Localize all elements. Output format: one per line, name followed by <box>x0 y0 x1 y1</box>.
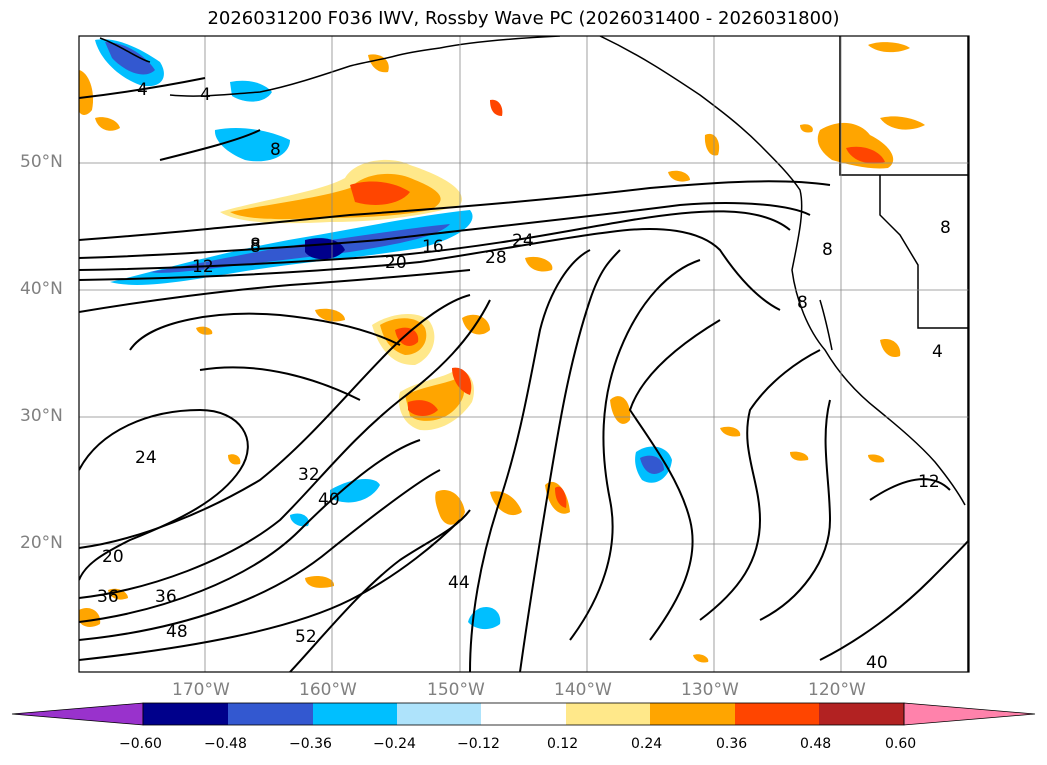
contour-label: 40 <box>866 653 888 673</box>
gridlines <box>79 36 969 672</box>
contour-label: 40 <box>318 490 340 510</box>
contour-label: 4 <box>932 342 943 362</box>
contour-label: 12 <box>192 257 214 277</box>
colorbar-bin <box>735 703 819 725</box>
contour-label: 24 <box>135 448 157 468</box>
map-plot-area: 4 4 8 8 12 8 16 20 24 28 8 8 8 4 24 32 4… <box>79 36 969 673</box>
contour-label: 8 <box>797 293 808 313</box>
colorbar-tick: −0.60 <box>119 736 162 752</box>
contour-label: 4 <box>200 85 211 105</box>
lat-label: 20°N <box>20 533 63 553</box>
colorbar-bin <box>228 703 313 725</box>
colorbar-tick: −0.48 <box>204 736 247 752</box>
contour-label: 20 <box>385 253 407 273</box>
colorbar-tick: 0.24 <box>631 736 663 752</box>
colorbar-frame <box>142 702 905 726</box>
contour-label: 24 <box>512 231 534 251</box>
contour-label: 4 <box>137 80 148 100</box>
contour-label: 52 <box>295 627 317 647</box>
lon-label: 140°W <box>554 680 612 700</box>
contour-label: 12 <box>918 472 940 492</box>
anomaly-fills <box>79 39 925 663</box>
lon-label: 150°W <box>427 680 485 700</box>
contour-label: 36 <box>97 587 119 607</box>
iwv-contours <box>79 77 969 672</box>
colorbar-tick: 0.36 <box>716 736 748 752</box>
colorbar-tick: 0.48 <box>800 736 832 752</box>
contour-label: 8 <box>250 237 261 257</box>
colorbar-tick: −0.36 <box>289 736 332 752</box>
colorbar-bin <box>313 703 397 725</box>
lon-label: 120°W <box>808 680 866 700</box>
lat-label: 50°N <box>20 152 63 172</box>
contour-label: 36 <box>155 587 177 607</box>
contour-label: 8 <box>822 240 833 260</box>
colorbar-tick: −0.12 <box>457 736 500 752</box>
colorbar-bin <box>143 703 228 725</box>
colorbar-bin <box>566 703 650 725</box>
lon-label: 160°W <box>299 680 357 700</box>
lon-label: 170°W <box>172 680 230 700</box>
contour-label: 20 <box>102 547 124 567</box>
lat-label: 30°N <box>20 406 63 426</box>
colorbar-tick: 0.60 <box>885 736 917 752</box>
colorbar <box>11 702 1036 726</box>
contour-label: 28 <box>485 248 507 268</box>
contour-label: 8 <box>270 140 281 160</box>
contour-label: 48 <box>166 622 188 642</box>
coastlines <box>99 36 969 672</box>
colorbar-min-extend <box>11 702 144 726</box>
contour-label: 16 <box>422 237 444 257</box>
contour-label: 8 <box>940 218 951 238</box>
contour-labels: 4 4 8 8 12 8 16 20 24 28 8 8 8 4 24 32 4… <box>97 80 951 673</box>
contour-label: 44 <box>448 573 470 593</box>
colorbar-tick: 0.12 <box>547 736 579 752</box>
lon-label: 130°W <box>681 680 739 700</box>
colorbar-bin <box>819 703 904 725</box>
colorbar-max-extend <box>903 702 1036 726</box>
colorbar-bin <box>481 703 566 725</box>
colorbar-tick: −0.24 <box>373 736 416 752</box>
map-frame <box>78 35 970 673</box>
lat-label: 40°N <box>20 279 63 299</box>
map-title: 2026031200 F036 IWV, Rossby Wave PC (202… <box>207 8 840 29</box>
contour-label: 8 <box>250 235 261 255</box>
colorbar-bin <box>397 703 481 725</box>
colorbar-bin <box>650 703 735 725</box>
contour-label: 32 <box>298 465 320 485</box>
